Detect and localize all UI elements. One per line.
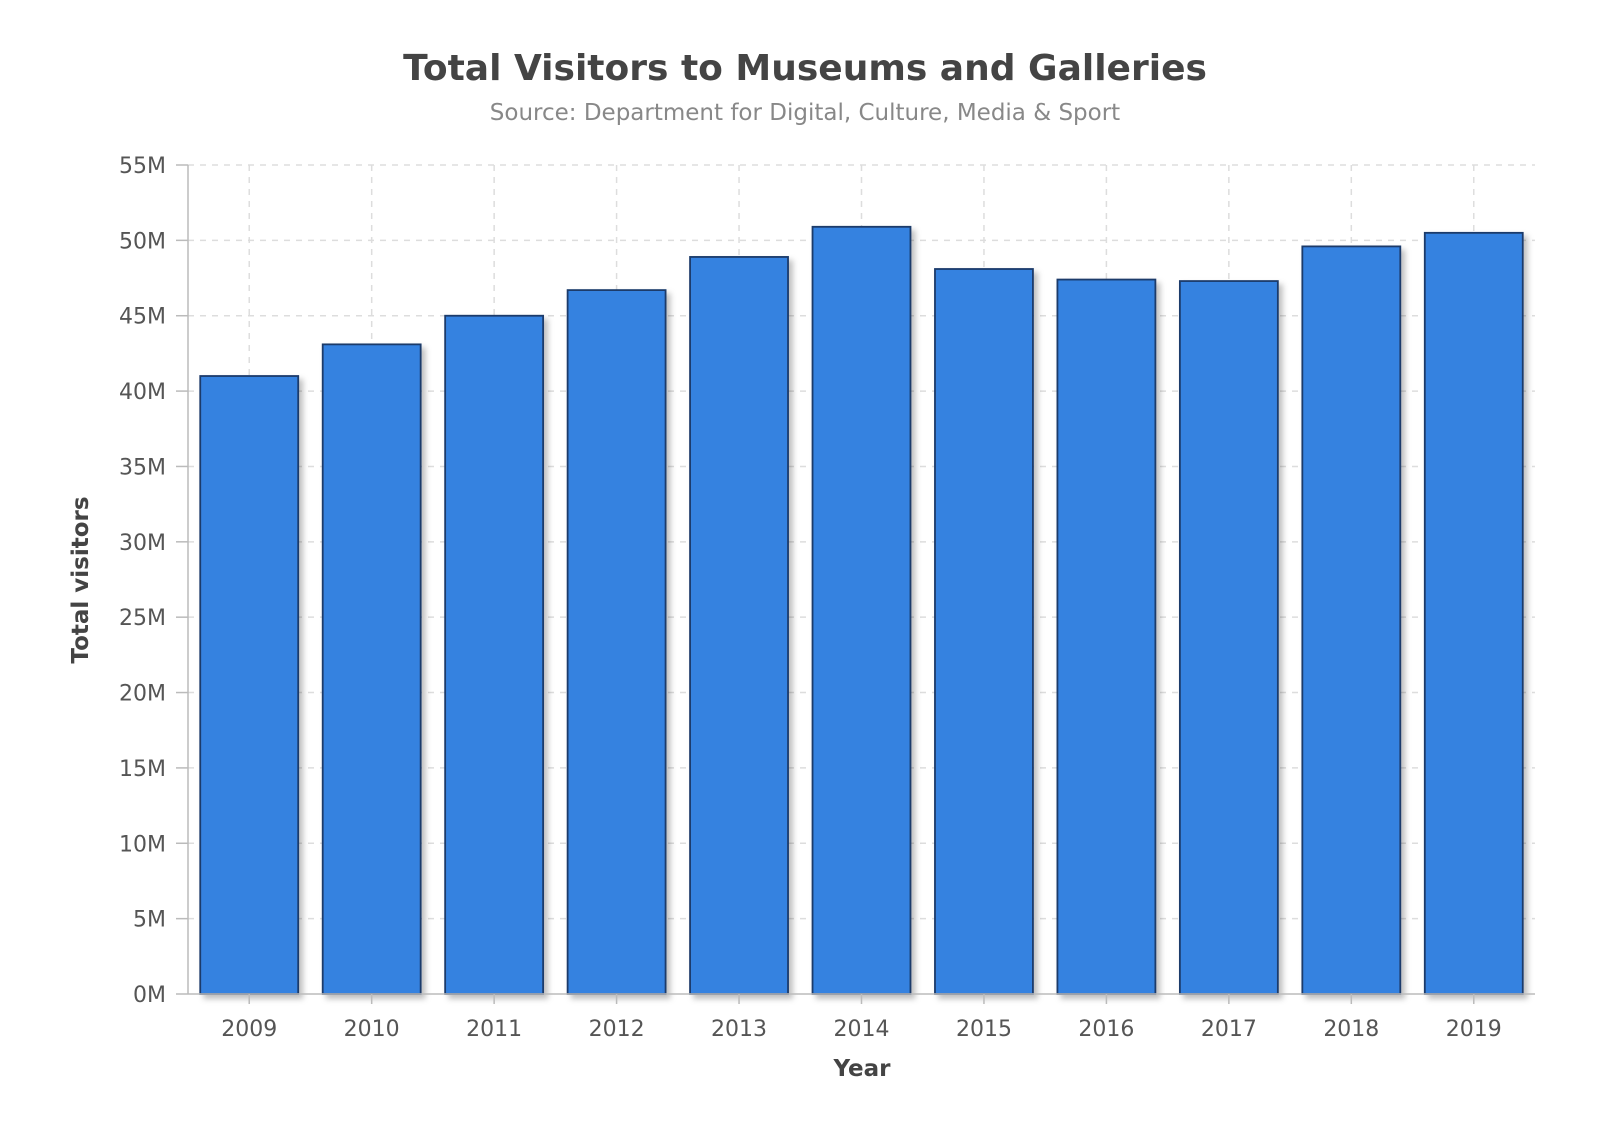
x-tick-label: 2016 [1078,1017,1134,1042]
bar-2018 [1301,245,1402,995]
bar-2015 [934,268,1034,995]
bar-2011 [444,314,545,995]
x-tick-label: 2017 [1201,1017,1257,1042]
y-tick-label: 30M [119,531,166,556]
bar-2013 [689,256,789,995]
bar-2019 [1423,231,1524,995]
axes [176,164,1535,1004]
y-tick-label: 55M [119,154,166,179]
bar-2010 [321,343,422,995]
bar-2009 [199,375,300,995]
y-tick-label: 25M [119,606,166,631]
bar-2016 [1056,278,1157,995]
x-tick-label: 2011 [466,1017,522,1042]
x-tick-label: 2012 [589,1017,645,1042]
bar-2017 [1178,280,1279,995]
bars [199,225,1524,995]
x-tick-label: 2015 [956,1017,1012,1042]
x-tick-label: 2014 [834,1017,890,1042]
y-tick-label: 40M [119,380,166,405]
y-tick-label: 20M [119,682,166,707]
chart-title: Total Visitors to Museums and Galleries [403,48,1207,89]
x-axis-label: Year [832,1056,891,1082]
y-tick-label: 5M [133,908,166,933]
bar-2014 [811,225,912,995]
chart-subtitle: Source: Department for Digital, Culture,… [490,100,1120,126]
y-tick-label: 50M [119,229,166,254]
x-tick-label: 2018 [1323,1017,1379,1042]
x-tick-label: 2019 [1446,1017,1502,1042]
bar-2012 [566,289,667,995]
x-tick-label: 2010 [344,1017,400,1042]
y-tick-label: 45M [119,305,166,330]
y-tick-label: 35M [119,455,166,480]
y-tick-label: 15M [119,757,166,782]
y-tick-label: 0M [133,983,166,1008]
x-tick-label: 2013 [711,1017,767,1042]
x-tick-label: 2009 [221,1017,277,1042]
y-axis-label: Total visitors [68,496,94,663]
tick-labels: 0M 5M 10M 15M 20M 25M 30M 35M 40M 45M 50M 55M 2009 20… [119,154,1502,1042]
y-tick-label: 10M [119,832,166,857]
